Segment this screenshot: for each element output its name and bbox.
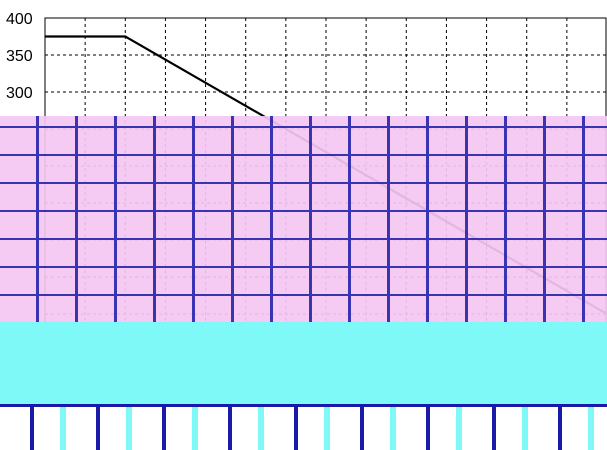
y-tick-label: 350 xyxy=(6,48,33,65)
grid xyxy=(45,17,607,447)
y-tick-label: 300 xyxy=(6,85,33,102)
y-axis: 400 350 300 xyxy=(6,11,33,102)
plot-area xyxy=(44,17,607,447)
y-tick-label: 400 xyxy=(6,11,33,28)
